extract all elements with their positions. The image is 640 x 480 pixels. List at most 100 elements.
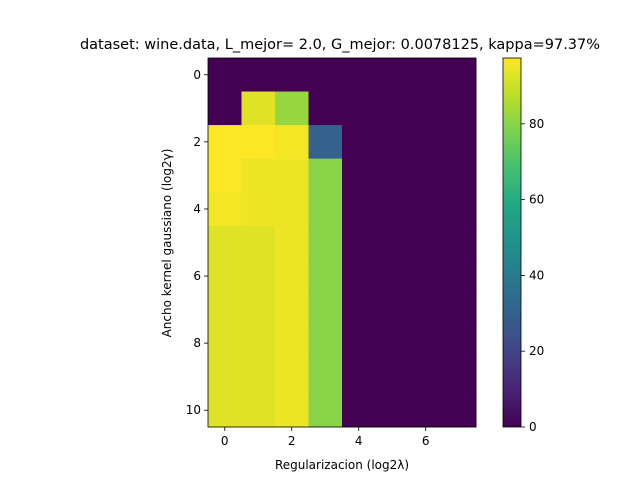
- heatmap-cell: [208, 192, 242, 227]
- heatmap-cell: [342, 158, 376, 193]
- y-tick-label: 8: [193, 336, 201, 350]
- heatmap-cell: [275, 259, 309, 294]
- heatmap-cell: [409, 91, 443, 126]
- heatmap-cell: [409, 359, 443, 394]
- y-tick-label: 10: [186, 403, 201, 417]
- heatmap-cell: [308, 359, 343, 394]
- heatmap-cell: [208, 326, 242, 361]
- heatmap-cell: [208, 393, 242, 428]
- heatmap-cell: [241, 259, 276, 294]
- heatmap-cell: [375, 292, 410, 327]
- y-tick-label: 6: [193, 269, 201, 283]
- heatmap-cell: [409, 125, 443, 159]
- colorbar-tick-label: 20: [529, 344, 544, 358]
- heatmap-cell: [241, 393, 276, 428]
- heatmap-cell: [308, 158, 343, 193]
- heatmap-cell: [409, 326, 443, 361]
- heatmap-cell: [442, 326, 477, 361]
- heatmap-cell: [275, 292, 309, 327]
- heatmap-cell: [409, 192, 443, 227]
- heatmap-cell: [375, 326, 410, 361]
- heatmap-cell: [308, 292, 343, 327]
- colorbar: [502, 57, 522, 428]
- heatmap-cell: [208, 359, 242, 394]
- heatmap-cell: [308, 125, 343, 159]
- heatmap-cell: [342, 259, 376, 294]
- heatmap-cell: [241, 125, 276, 159]
- heatmap-cell: [342, 125, 376, 159]
- heatmap-cell: [308, 192, 343, 227]
- heatmap-cell: [342, 292, 376, 327]
- heatmap-cell: [208, 292, 242, 327]
- heatmap-cell: [241, 225, 276, 260]
- heatmap-cell: [275, 158, 309, 193]
- heatmap-cell: [409, 225, 443, 260]
- heatmap-cell: [375, 259, 410, 294]
- heatmap-cell: [442, 393, 477, 428]
- heatmap-cell: [241, 58, 276, 92]
- heatmap-cell: [409, 58, 443, 92]
- heatmap-cell: [342, 225, 376, 260]
- heatmap-cell: [275, 91, 309, 126]
- heatmap-cell: [375, 58, 410, 92]
- heatmap-cell: [375, 125, 410, 159]
- heatmap-cell: [442, 125, 477, 159]
- x-tick-label: 0: [221, 434, 229, 448]
- colorbar-tick-label: 80: [529, 117, 544, 131]
- heatmap-cell: [409, 393, 443, 428]
- heatmap-cell: [208, 225, 242, 260]
- heatmap-cell: [241, 359, 276, 394]
- x-tick-label: 6: [422, 434, 430, 448]
- heatmap-cell: [375, 359, 410, 394]
- heatmap-cell: [375, 192, 410, 227]
- heatmap-cell: [375, 225, 410, 260]
- heatmap-cell: [308, 58, 343, 92]
- heatmap-cell: [342, 58, 376, 92]
- heatmap-cell: [308, 393, 343, 428]
- heatmap-cell: [342, 91, 376, 126]
- plot-frame: [207, 57, 477, 428]
- heatmap-cell: [275, 326, 309, 361]
- x-axis-label: Regularizacion (log2λ): [275, 458, 409, 472]
- heatmap-cell: [241, 158, 276, 193]
- x-axis: 0 2 4 6: [221, 427, 430, 448]
- heatmap-cell: [208, 58, 242, 92]
- heatmap-cell: [375, 91, 410, 126]
- heatmap-cell: [442, 58, 477, 92]
- heatmap-cell: [241, 91, 276, 126]
- y-axis-label: Ancho kernel gaussiano (log2γ): [160, 149, 174, 338]
- heatmap-cell: [208, 259, 242, 294]
- heatmap-cell: [208, 158, 242, 193]
- heatmap-cell: [442, 292, 477, 327]
- heatmap-cell: [208, 91, 242, 126]
- y-axis: 0 2 4 6 8 10: [186, 68, 208, 417]
- x-tick-label: 4: [355, 434, 363, 448]
- heatmap-cell: [275, 58, 309, 92]
- heatmap-cell: [375, 158, 410, 193]
- x-tick-label: 2: [288, 434, 296, 448]
- heatmap-cell: [308, 259, 343, 294]
- heatmap-cell: [241, 326, 276, 361]
- heatmap-cell: [342, 393, 376, 428]
- colorbar-tick-label: 0: [529, 420, 537, 434]
- heatmap-cell: [409, 259, 443, 294]
- heatmap-cell: [375, 393, 410, 428]
- colorbar-tick-label: 60: [529, 193, 544, 207]
- heatmap-cell: [308, 326, 343, 361]
- heatmap-cell: [409, 292, 443, 327]
- heatmap-cell: [342, 359, 376, 394]
- y-tick-label: 2: [193, 135, 201, 149]
- heatmap-cell: [342, 326, 376, 361]
- heatmap-cell: [275, 125, 309, 159]
- y-tick-label: 0: [193, 68, 201, 82]
- heatmap-cell: [308, 225, 343, 260]
- y-tick-label: 4: [193, 202, 201, 216]
- chart-title: dataset: wine.data, L_mejor= 2.0, G_mejo…: [80, 37, 600, 53]
- heatmap-cell: [442, 359, 477, 394]
- heatmap-cell: [275, 359, 309, 394]
- heatmap-cell: [342, 192, 376, 227]
- heatmap-cell: [442, 158, 477, 193]
- heatmap-cell: [442, 192, 477, 227]
- heatmap-cell: [241, 192, 276, 227]
- heatmap-cell: [208, 125, 242, 159]
